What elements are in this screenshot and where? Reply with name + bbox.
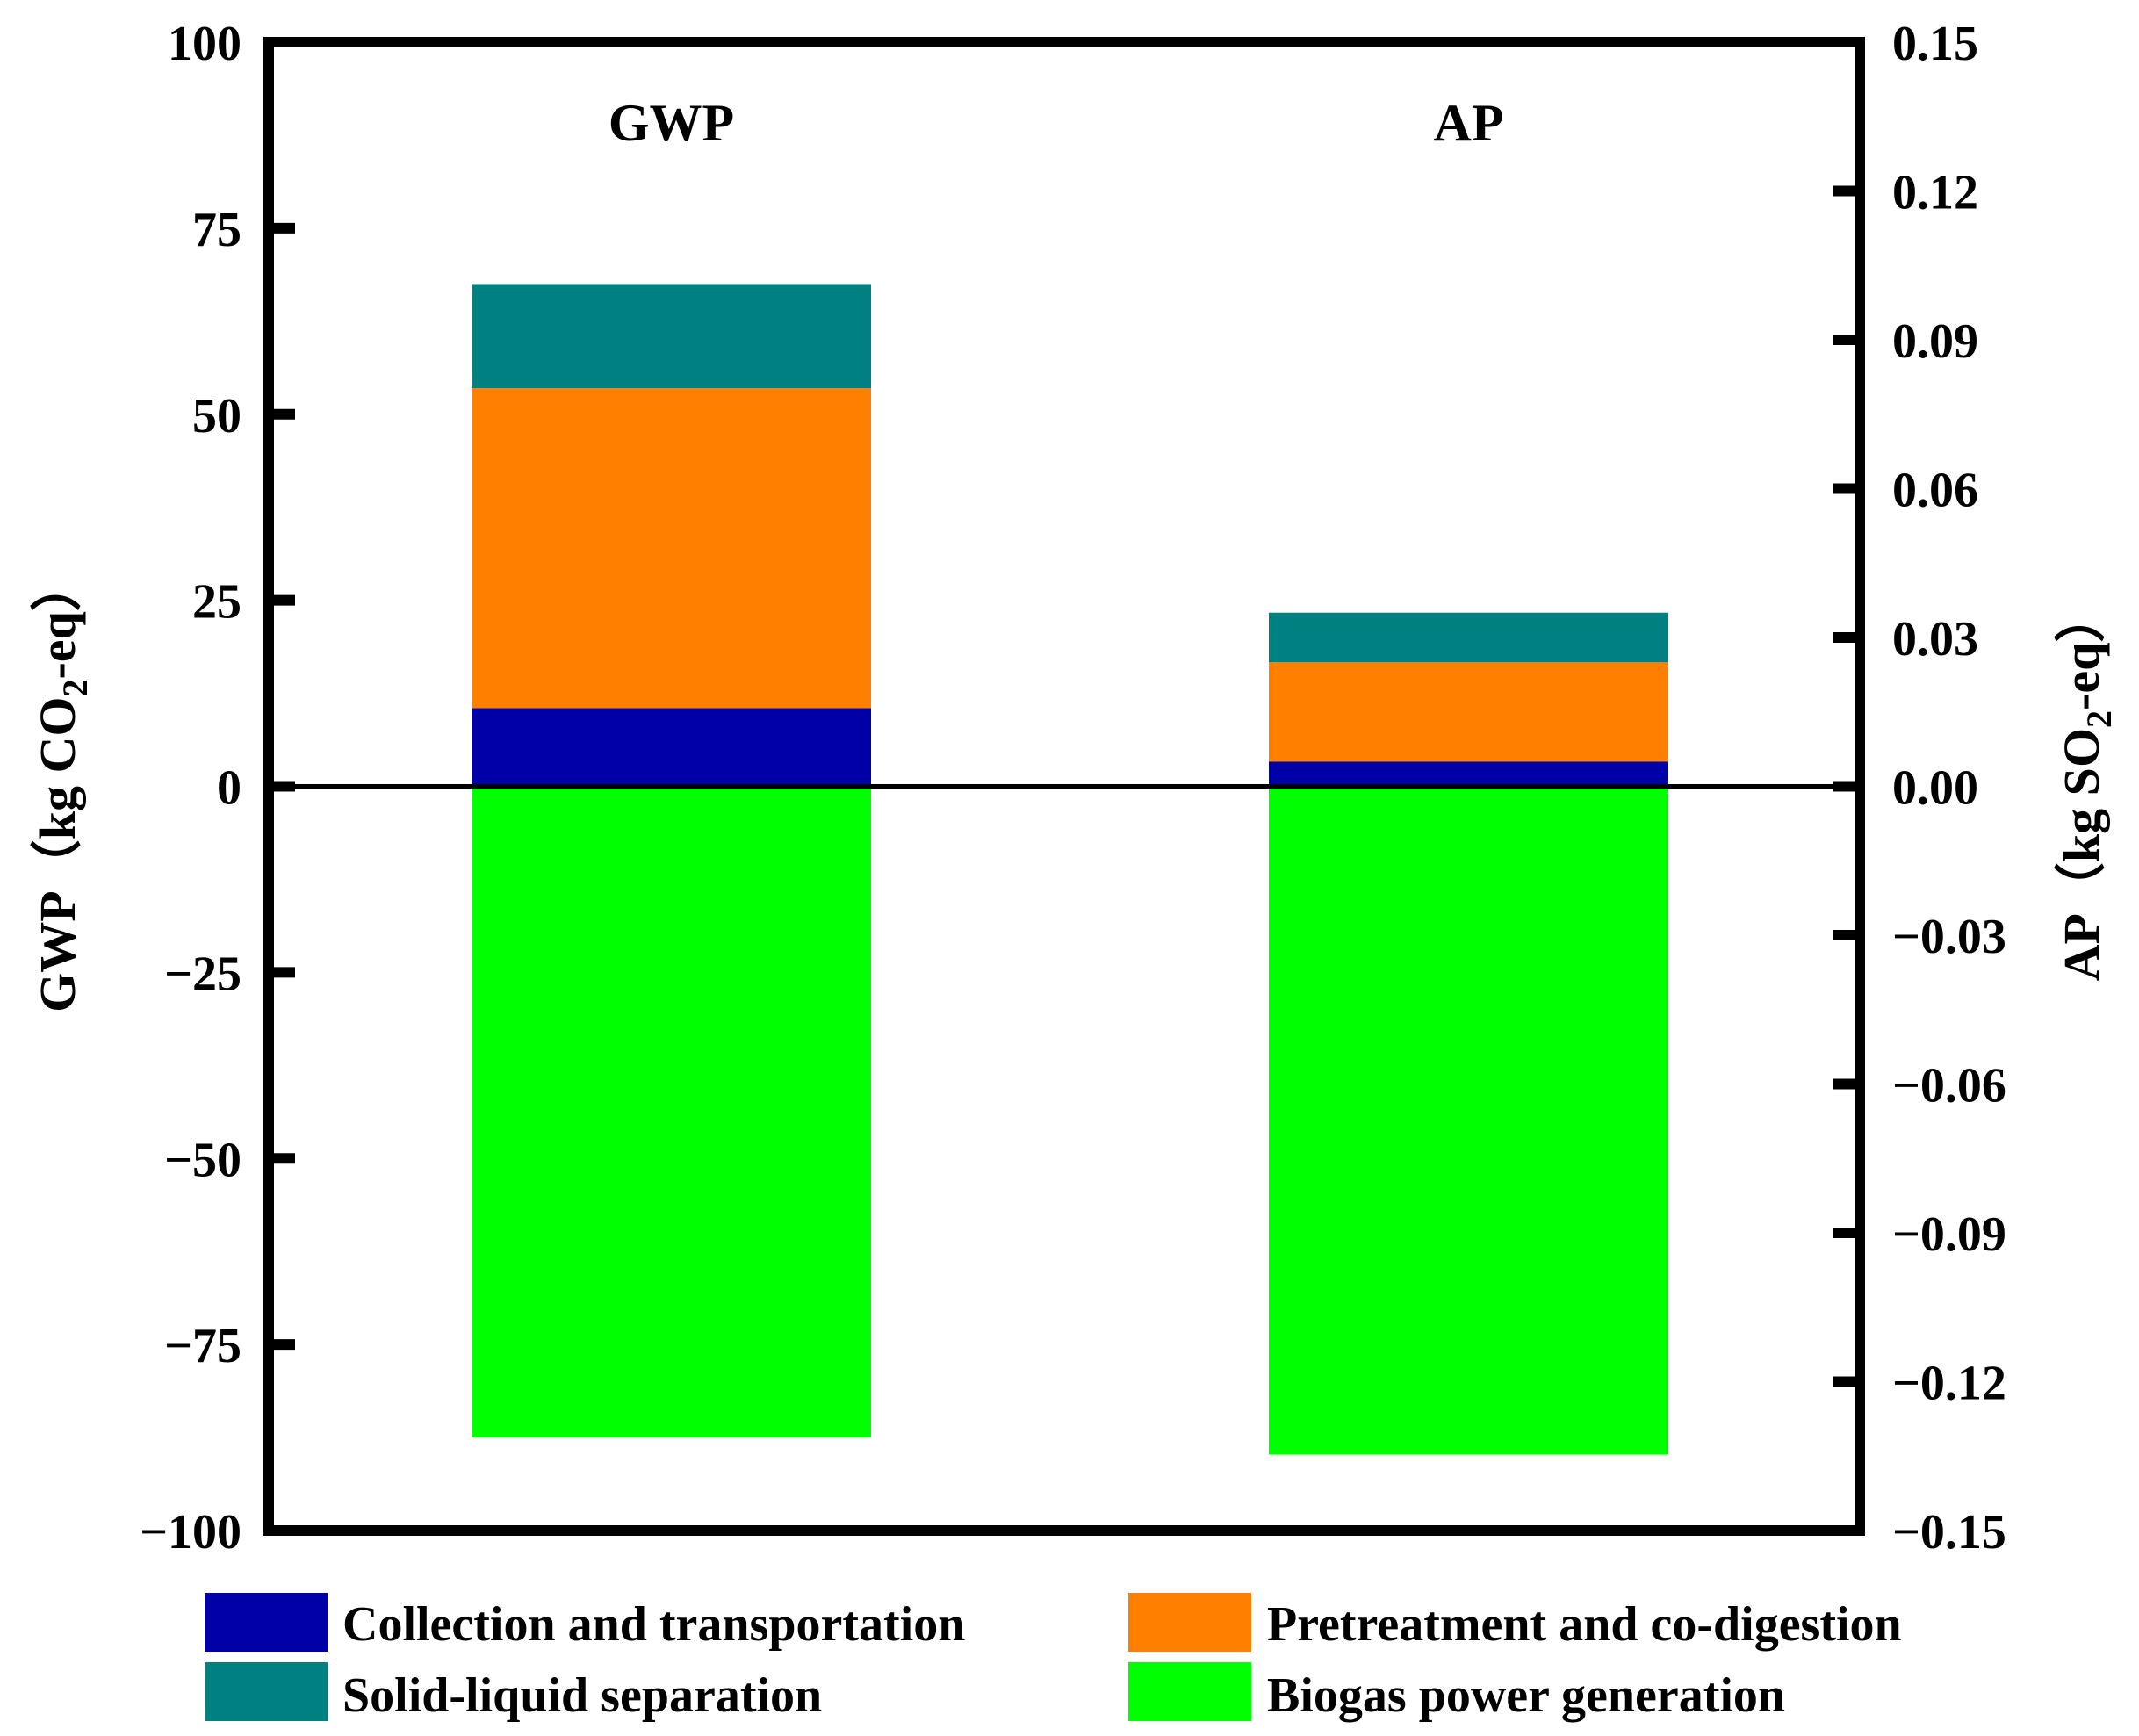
right-tick-label: 0.12 (1892, 166, 1978, 220)
bar-ap-series-3 (1269, 786, 1668, 1455)
right-tick-label: −0.03 (1892, 910, 2006, 964)
bars-layer (472, 284, 1668, 1455)
right-axis-title-suffix: -eq） (2053, 592, 2110, 710)
legend-label-collection: Collection and transportation (342, 1597, 965, 1652)
right-tick-label: −0.09 (1892, 1207, 2006, 1262)
left-tick-label: −75 (164, 1319, 241, 1373)
bar-ap-series-2 (1269, 612, 1668, 663)
left-tick-label: −50 (164, 1133, 241, 1187)
panel-labels: GWP AP (609, 94, 1504, 152)
left-axis-title: GWP（kg CO2-eq） (29, 560, 95, 1012)
left-tick-label: 50 (192, 389, 241, 443)
right-tick-label: −0.15 (1892, 1505, 2006, 1560)
legend: Collection and transportation Pretreatme… (205, 1593, 1902, 1723)
right-axis-title: AP（kg SO2-eq） (2053, 592, 2119, 982)
left-axis-title-prefix: GWP（kg CO (29, 697, 86, 1012)
right-tick-label: −0.12 (1892, 1357, 2006, 1411)
bar-gwp-series-1 (472, 388, 871, 709)
bar-gwp-series-2 (472, 284, 871, 389)
left-tick-label: 100 (168, 17, 241, 71)
bar-ap-series-1 (1269, 662, 1668, 762)
bar-gwp-series-3 (472, 786, 871, 1438)
right-axis-title-prefix: AP（kg SO (2053, 728, 2110, 981)
right-axis-ticks: 0.15 0.12 0.09 0.06 0.03 0.00 −0.03 −0.06 −0.09 −… (1833, 17, 2006, 1560)
left-tick-label: 0 (217, 761, 241, 816)
legend-swatch-collection (205, 1593, 328, 1652)
right-tick-label: 0.09 (1892, 314, 1978, 369)
legend-swatch-biogas (1128, 1662, 1251, 1721)
left-axis-title-suffix: -eq） (29, 560, 86, 679)
bar-gwp-series-0 (472, 708, 871, 787)
left-tick-label: −100 (140, 1505, 241, 1560)
panel-label-gwp: GWP (609, 94, 734, 152)
right-tick-label: 0.06 (1892, 464, 1978, 518)
left-axis-title-subscript: 2 (55, 680, 95, 697)
left-tick-label: 25 (192, 575, 241, 630)
left-tick-label: −25 (164, 947, 241, 1001)
right-tick-label: 0.15 (1892, 17, 1978, 71)
legend-swatch-pretreatment (1128, 1593, 1251, 1652)
left-axis-ticks: 100 75 50 25 0 −25 −50 −75 −100 (140, 17, 295, 1560)
right-axis-title-subscript: 2 (2079, 710, 2119, 728)
legend-label-pretreatment: Pretreatment and co-digestion (1267, 1597, 1902, 1652)
legend-label-biogas: Biogas power generation (1267, 1668, 1785, 1723)
legend-label-separation: Solid-liquid separation (342, 1668, 822, 1723)
right-tick-label: −0.06 (1892, 1059, 2006, 1113)
left-tick-label: 75 (192, 203, 241, 257)
legend-swatch-separation (205, 1662, 328, 1721)
right-tick-label: 0.03 (1892, 612, 1978, 666)
right-tick-label: 0.00 (1892, 761, 1978, 816)
panel-label-ap: AP (1434, 94, 1504, 152)
bar-ap-series-0 (1269, 761, 1668, 787)
